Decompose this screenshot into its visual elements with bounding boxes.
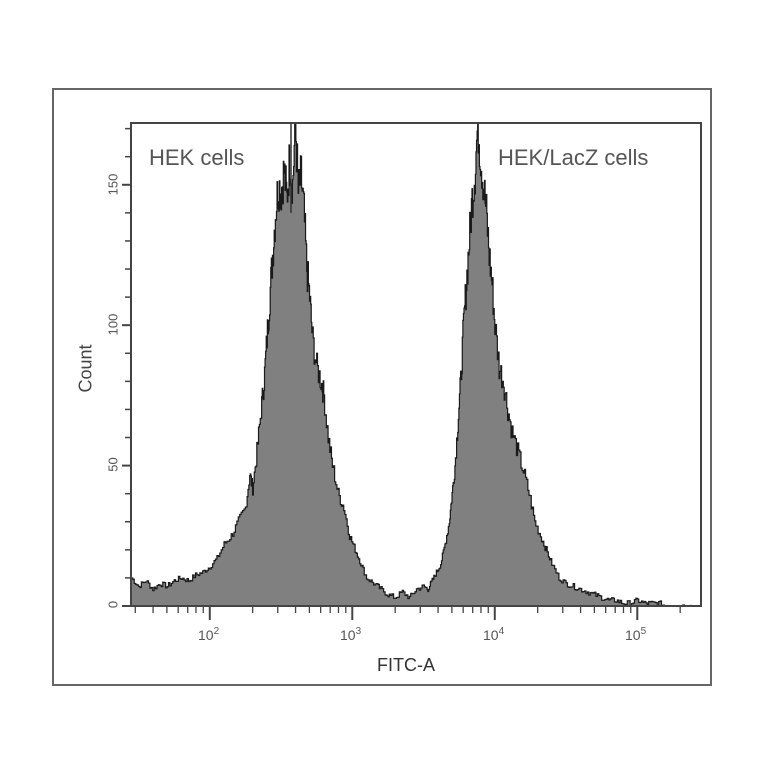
y-axis-label: Count: [75, 344, 96, 393]
x-tick-label-1e4: 104: [483, 626, 505, 643]
x-tick-label-1e2: 102: [198, 626, 220, 643]
y-axis-ticks: [122, 127, 131, 607]
plot-area-border: [130, 122, 702, 607]
x-axis-ticks: [134, 606, 681, 620]
x-tick-label-1e3: 103: [340, 626, 362, 643]
y-tick-label-50: 50: [105, 457, 121, 472]
y-tick-label-150: 150: [105, 173, 121, 196]
histogram-series: [130, 122, 695, 607]
x-tick-label-1e5: 105: [625, 626, 647, 643]
histogram-area: [130, 122, 695, 607]
annotation-hek-lacz-cells: HEK/LacZ cells: [498, 145, 649, 170]
annotation-hek-cells: HEK cells: [149, 145, 245, 170]
x-axis-label: FITC-A: [377, 655, 435, 675]
y-tick-label-100: 100: [105, 313, 121, 336]
y-tick-label-0: 0: [105, 600, 121, 609]
